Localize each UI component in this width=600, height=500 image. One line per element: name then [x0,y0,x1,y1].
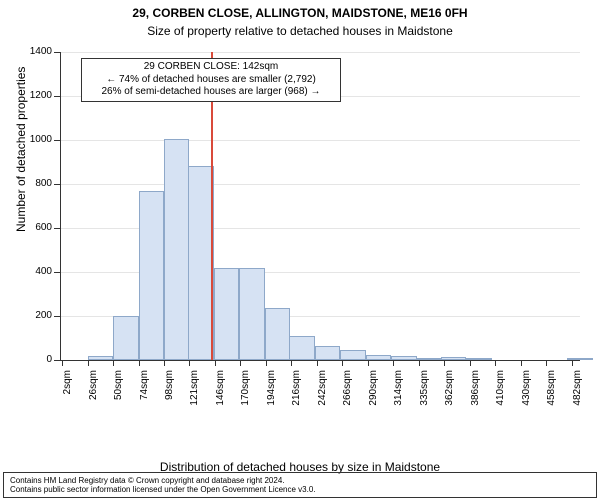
x-tick-label: 2sqm [62,370,73,420]
y-tick-label: 1000 [30,134,52,145]
x-tick-label: 335sqm [419,370,430,420]
y-tick-label: 400 [35,266,52,277]
footer-line-2: Contains public sector information licen… [10,485,590,494]
x-tick [495,360,496,366]
y-tick-label: 200 [35,310,52,321]
annotation-line: 29 CORBEN CLOSE: 142sqm [86,61,336,74]
x-tick-label: 362sqm [444,370,455,420]
footer-attribution: Contains HM Land Registry data © Crown c… [3,472,597,498]
histogram-bar [265,308,290,360]
x-tick-label: 194sqm [266,370,277,420]
x-tick-label: 430sqm [521,370,532,420]
histogram-bar [139,191,164,360]
x-tick [419,360,420,366]
x-tick-label: 314sqm [393,370,404,420]
y-tick-label: 0 [46,354,52,365]
x-tick [189,360,190,366]
x-tick [266,360,267,366]
x-tick-label: 50sqm [113,370,124,420]
x-tick [546,360,547,366]
chart-container: 29, CORBEN CLOSE, ALLINGTON, MAIDSTONE, … [0,0,600,500]
annotation-line: 26% of semi-detached houses are larger (… [86,86,336,99]
histogram-bar [113,316,138,360]
x-tick-label: 170sqm [240,370,251,420]
annotation-box: 29 CORBEN CLOSE: 142sqm← 74% of detached… [81,58,341,102]
x-tick-label: 410sqm [495,370,506,420]
x-tick [215,360,216,366]
x-tick [164,360,165,366]
annotation-line: ← 74% of detached houses are smaller (2,… [86,74,336,87]
x-tick [88,360,89,366]
gridline [60,140,580,141]
x-tick [317,360,318,366]
footer-line-1: Contains HM Land Registry data © Crown c… [10,476,590,485]
gridline [60,52,580,53]
x-tick [240,360,241,366]
x-tick [368,360,369,366]
plot-area: 02004006008001000120014002sqm26sqm50sqm7… [60,52,580,412]
chart-title: 29, CORBEN CLOSE, ALLINGTON, MAIDSTONE, … [0,6,600,20]
x-tick-label: 482sqm [572,370,583,420]
x-tick [139,360,140,366]
chart-subtitle: Size of property relative to detached ho… [0,24,600,38]
histogram-bar [164,139,189,360]
x-tick-label: 266sqm [342,370,353,420]
x-tick [62,360,63,366]
x-tick-label: 290sqm [368,370,379,420]
y-axis [60,52,61,360]
y-tick-label: 1400 [30,46,52,57]
histogram-bar [239,268,264,360]
y-tick-label: 1200 [30,90,52,101]
x-tick-label: 146sqm [215,370,226,420]
x-tick [342,360,343,366]
y-tick-label: 800 [35,178,52,189]
y-tick-label: 600 [35,222,52,233]
histogram-bar [340,350,365,360]
x-tick-label: 216sqm [291,370,302,420]
x-tick-label: 74sqm [139,370,150,420]
x-tick-label: 26sqm [88,370,99,420]
histogram-bar [289,336,314,360]
x-tick-label: 386sqm [470,370,481,420]
gridline [60,184,580,185]
histogram-bar [214,268,239,360]
x-tick [444,360,445,366]
x-tick [393,360,394,366]
x-tick [470,360,471,366]
x-tick-label: 121sqm [189,370,200,420]
x-tick [521,360,522,366]
x-tick-label: 458sqm [546,370,557,420]
x-tick [113,360,114,366]
y-axis-label: Number of detached properties [14,67,28,232]
x-tick-label: 242sqm [317,370,328,420]
x-tick [291,360,292,366]
x-tick [572,360,573,366]
histogram-bar [315,346,340,360]
x-tick-label: 98sqm [164,370,175,420]
